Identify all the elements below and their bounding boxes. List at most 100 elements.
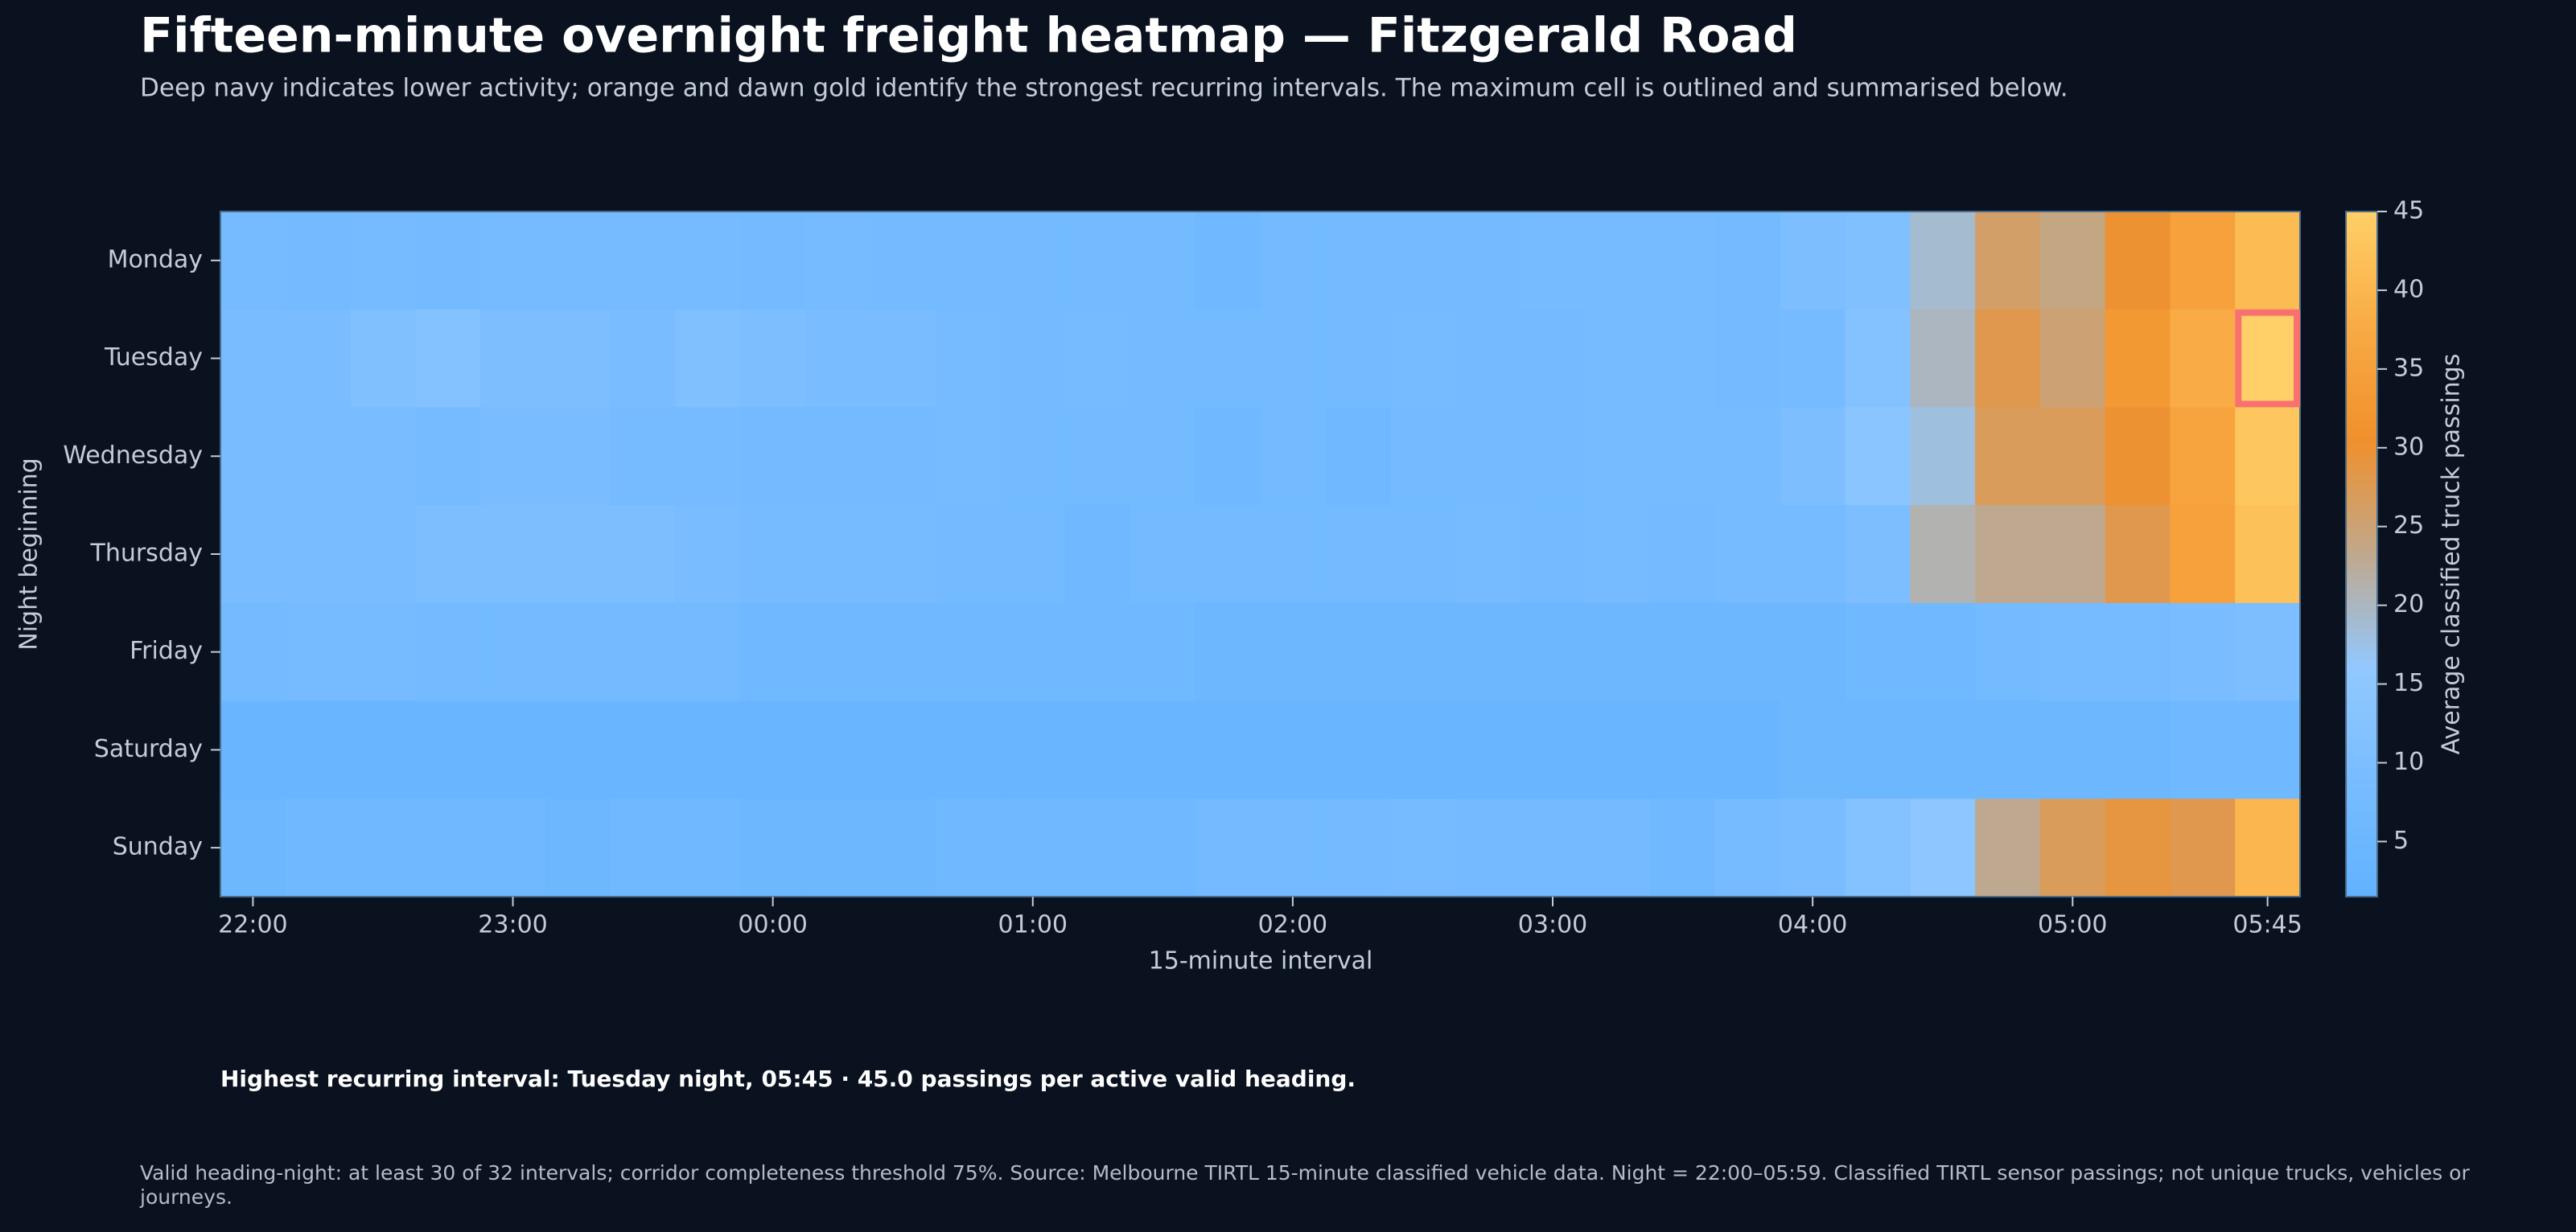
heatmap-cell: [1065, 211, 1131, 310]
heatmap-cell: [220, 407, 286, 506]
heatmap-cell: [1390, 799, 1456, 897]
heatmap-cell: [1520, 309, 1586, 409]
heatmap-cell: [415, 700, 481, 799]
heatmap-cell: [2235, 602, 2301, 702]
heatmap-cell: [1910, 505, 1976, 604]
heatmap-cell: [285, 602, 352, 702]
heatmap-cell: [545, 700, 611, 799]
heatmap-cell: [285, 700, 352, 799]
heatmap-cell: [1325, 799, 1391, 897]
heatmap-cell: [415, 407, 481, 506]
heatmap-cell: [1714, 700, 1781, 799]
heatmap-cell: [1520, 700, 1586, 799]
heatmap-cell: [1195, 407, 1261, 506]
heatmap-cell: [1325, 309, 1391, 409]
heatmap-cell: [1714, 602, 1781, 702]
heatmap-cell: [220, 799, 286, 897]
heatmap-cell: [545, 309, 611, 409]
heatmap-cell: [2039, 505, 2106, 604]
heatmap-cell: [935, 407, 1001, 506]
heatmap-cell: [350, 700, 416, 799]
heatmap-cell: [1130, 211, 1196, 310]
colorbar-title: Average classified truck passings: [2438, 354, 2466, 755]
heatmap-cell: [1650, 602, 1716, 702]
heatmap-cell: [2170, 211, 2236, 310]
x-tick-label: 23:00: [478, 911, 547, 939]
heatmap-cell: [1585, 505, 1651, 604]
heatmap-cell: [415, 309, 481, 409]
heatmap-cell: [805, 309, 871, 409]
colorbar-tick-label: 25: [2393, 511, 2424, 540]
heatmap-cell: [870, 309, 936, 409]
heatmap-cell: [1130, 799, 1196, 897]
heatmap-cell: [870, 211, 936, 310]
heatmap-cell: [2170, 407, 2236, 506]
heatmap-cell: [1195, 799, 1261, 897]
heatmap-cell: [1260, 602, 1326, 702]
heatmap-cell: [610, 211, 677, 310]
heatmap-cell: [1260, 309, 1326, 409]
heatmap-cell: [1520, 602, 1586, 702]
heatmap-cell: [1065, 407, 1131, 506]
heatmap-cell: [2039, 407, 2106, 506]
heatmap-cell: [1975, 505, 2041, 604]
heatmap-cell: [1910, 407, 1976, 506]
heatmap-cell: [1910, 799, 1976, 897]
heatmap-cell: [1455, 799, 1521, 897]
heatmap-cell: [740, 407, 806, 506]
heatmap-cell: [2105, 799, 2171, 897]
heatmap-cell: [2170, 700, 2236, 799]
heatmap-cell: [1650, 505, 1716, 604]
heatmap-cell: [740, 602, 806, 702]
heatmap-cell: [1260, 211, 1326, 310]
heatmap-cell: [740, 505, 806, 604]
heatmap-cell: [805, 602, 871, 702]
heatmap-cell: [1585, 211, 1651, 310]
heatmap-cell: [1780, 602, 1846, 702]
heatmap-cell: [2170, 505, 2236, 604]
heatmap-cell: [1455, 407, 1521, 506]
heatmap-cell: [1910, 211, 1976, 310]
y-tick-label: Thursday: [90, 540, 204, 568]
footnote: Valid heading-night: at least 30 of 32 i…: [140, 1161, 2470, 1209]
heatmap-cell: [610, 505, 677, 604]
heatmap-cell: [1780, 799, 1846, 897]
heatmap-cell: [1130, 602, 1196, 702]
heatmap-cell: [1065, 505, 1131, 604]
heatmap-cell: [415, 799, 481, 897]
heatmap-cell: [1845, 211, 1911, 310]
heatmap-cell: [610, 799, 677, 897]
heatmap-cell: [1000, 799, 1066, 897]
heatmap-cell: [1975, 309, 2041, 409]
heatmap-cell: [675, 407, 741, 506]
heatmap-cell: [545, 799, 611, 897]
heatmap-cell: [1780, 407, 1846, 506]
heatmap-cell: [610, 309, 677, 409]
heatmap-cell: [350, 602, 416, 702]
heatmap-cell: [2235, 211, 2301, 310]
heatmap-cell: [1455, 602, 1521, 702]
heatmap-cell: [1910, 309, 1976, 409]
heatmap-cell: [350, 407, 416, 506]
heatmap-cell: [1260, 700, 1326, 799]
heatmap-cell: [610, 700, 677, 799]
heatmap-cell: [1845, 602, 1911, 702]
heatmap-cell: [805, 407, 871, 506]
heatmap-cell: [675, 700, 741, 799]
heatmap-cell: [1130, 700, 1196, 799]
heatmap-cell: [1650, 309, 1716, 409]
heatmap-cell: [2235, 407, 2301, 506]
heatmap-cell: [1650, 407, 1716, 506]
heatmap-cell: [2170, 799, 2236, 897]
heatmap-cell: [2039, 700, 2106, 799]
heatmap-cell: [1975, 799, 2041, 897]
heatmap-cell: [935, 602, 1001, 702]
heatmap-cell: [740, 211, 806, 310]
heatmap-cell: [610, 407, 677, 506]
heatmap-cell: [1845, 309, 1911, 409]
heatmap-cell: [220, 211, 286, 310]
heatmap-cell: [870, 700, 936, 799]
heatmap-cell: [2039, 602, 2106, 702]
heatmap-cell: [1780, 700, 1846, 799]
